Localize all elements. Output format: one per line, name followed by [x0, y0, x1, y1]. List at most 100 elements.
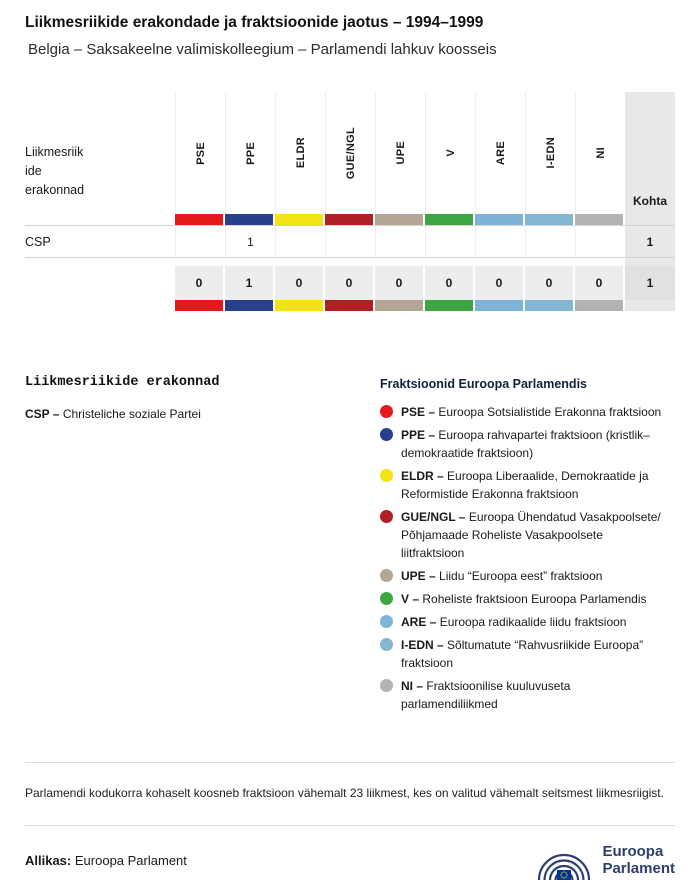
cell-value: [525, 225, 575, 258]
group-name: Euroopa rahvapartei fraktsioon (kristlik…: [401, 428, 650, 460]
cell-value: [575, 225, 625, 258]
legend-section: Liikmesriikide erakonnad CSP – Christeli…: [25, 375, 675, 718]
legend-group-item: ELDR – Euroopa Liberaalide, Demokraatide…: [380, 467, 675, 503]
group-code: ELDR –: [401, 469, 444, 483]
column-header-ppe: PPE: [225, 92, 275, 214]
spacer-cell: [25, 300, 175, 311]
legend-group-item: ARE – Euroopa radikaalide liidu fraktsio…: [380, 613, 675, 631]
party-code: CSP –: [25, 407, 60, 421]
group-color-dot: [380, 469, 393, 482]
group-color-bar: [525, 300, 575, 311]
group-code: PSE –: [401, 405, 436, 419]
group-color-bar: [575, 300, 625, 311]
group-code: GUE/NGL –: [401, 510, 466, 524]
logo-line1: Euroopa: [602, 843, 664, 860]
group-name: Roheliste fraktsioon Euroopa Parlamendis: [422, 592, 647, 606]
column-header-are: ARE: [475, 92, 525, 214]
legend-group-text: PSE – Euroopa Sotsialistide Erakonna fra…: [401, 403, 663, 421]
cell-value: 1: [225, 225, 275, 258]
column-header-label: GUE/NGL: [344, 126, 357, 180]
group-color-bar: [475, 300, 525, 311]
column-header-label: PPE: [244, 141, 257, 165]
group-color-bar: [375, 300, 425, 311]
legend-party-item: CSP – Christeliche soziale Partei: [25, 407, 380, 421]
eu-flag-icon: [557, 870, 572, 880]
cell-value: [175, 225, 225, 258]
cell-value: [475, 225, 525, 258]
column-header-eldr: ELDR: [275, 92, 325, 214]
seats-column-fill: [625, 258, 675, 266]
group-color-bar: [275, 300, 325, 311]
legend-groups: Fraktsioonid Euroopa Parlamendis PSE – E…: [380, 375, 675, 718]
group-name: Sõltumatute “Rahvusriikide Euroopa” frak…: [401, 638, 644, 670]
total-cell: 0: [175, 266, 225, 300]
group-color-bar: [525, 214, 575, 225]
footnote-text: Parlamendi kodukorra kohaselt koosneb fr…: [25, 786, 664, 800]
group-color-bar: [325, 300, 375, 311]
spacer-cell: [325, 258, 375, 266]
spacer-cell: [375, 258, 425, 266]
group-color-dot: [380, 679, 393, 692]
legend-group-text: GUE/NGL – Euroopa Ühendatud Vasakpoolset…: [401, 508, 663, 562]
legend-group-item: V – Roheliste fraktsioon Euroopa Parlame…: [380, 590, 675, 608]
group-code: V –: [401, 592, 420, 606]
legend-parties-title: Liikmesriikide erakonnad: [25, 375, 220, 390]
group-color-dot: [380, 638, 393, 651]
column-header-label: ARE: [494, 140, 507, 166]
column-header-v: V: [425, 92, 475, 214]
total-cell: 0: [475, 266, 525, 300]
legend-group-item: PSE – Euroopa Sotsialistide Erakonna fra…: [380, 403, 675, 421]
cell-value: [375, 225, 425, 258]
source-name: Euroopa Parlament: [74, 852, 187, 868]
group-color-bar: [275, 214, 325, 225]
european-parliament-wordmark: Euroopa Parlament: [602, 843, 675, 877]
group-name: Euroopa Ühendatud Vasakpoolsete/ Põhjama…: [401, 510, 661, 560]
group-color-dot: [380, 615, 393, 628]
column-header-label: NI: [594, 147, 607, 159]
group-code: NI –: [401, 679, 424, 693]
group-color-bar: [425, 214, 475, 225]
footer: Allikas: Euroopa Parlament: [25, 826, 675, 882]
spacer-cell: [525, 258, 575, 266]
column-header-guengl: GUE/NGL: [325, 92, 375, 214]
column-header-upe: UPE: [375, 92, 425, 214]
group-name: Liidu “Euroopa eest” fraktsioon: [439, 569, 603, 583]
cell-value: [325, 225, 375, 258]
legend-group-text: UPE – Liidu “Euroopa eest” fraktsioon: [401, 567, 663, 585]
cell-value: [425, 225, 475, 258]
row-label: CSP: [25, 225, 175, 258]
group-name: Euroopa Liberaalide, Demokraatide ja Ref…: [401, 469, 649, 501]
logo-line2: Parlament: [602, 860, 675, 877]
legend-parties: Liikmesriikide erakonnad CSP – Christeli…: [25, 375, 380, 718]
group-color-bar: [425, 300, 475, 311]
page-title: Liikmesriikide erakondade ja fraktsiooni…: [25, 14, 484, 31]
column-header-label: ELDR: [294, 137, 307, 169]
total-cell: 0: [275, 266, 325, 300]
column-header-label: I-EDN: [544, 137, 557, 169]
spacer-cell: [475, 258, 525, 266]
spacer-cell: [25, 258, 175, 266]
legend-group-text: ARE – Euroopa radikaalide liidu fraktsio…: [401, 613, 663, 631]
spacer-cell: [575, 258, 625, 266]
seats-column-fill: [625, 214, 675, 225]
legend-group-item: NI – Fraktsioonilise kuuluvuseta parlame…: [380, 677, 675, 713]
party-name: Christeliche soziale Partei: [62, 407, 201, 421]
legend-group-text: I-EDN – Sõltumatute “Rahvusriikide Euroo…: [401, 636, 663, 672]
page-subtitle: Belgia – Saksakeelne valimiskolleegium –…: [28, 41, 497, 58]
group-color-bar: [225, 300, 275, 311]
group-color-dot: [380, 569, 393, 582]
column-header-label: PSE: [194, 141, 207, 165]
spacer-cell: [225, 258, 275, 266]
column-header-iedn: I-EDN: [525, 92, 575, 214]
legend-group-item: GUE/NGL – Euroopa Ühendatud Vasakpoolset…: [380, 508, 675, 562]
distribution-table: Liikmesriikide erakonnad PSE PPE ELDR GU…: [25, 92, 675, 311]
group-name: Euroopa radikaalide liidu fraktsioon: [439, 615, 627, 629]
seats-column-header: Kohta: [625, 92, 675, 214]
group-color-dot: [380, 592, 393, 605]
total-cell: 0: [325, 266, 375, 300]
source-line: Allikas: Euroopa Parlament: [25, 853, 187, 868]
group-code: I-EDN –: [401, 638, 444, 652]
group-color-bar: [175, 300, 225, 311]
spacer-cell: [25, 266, 175, 300]
